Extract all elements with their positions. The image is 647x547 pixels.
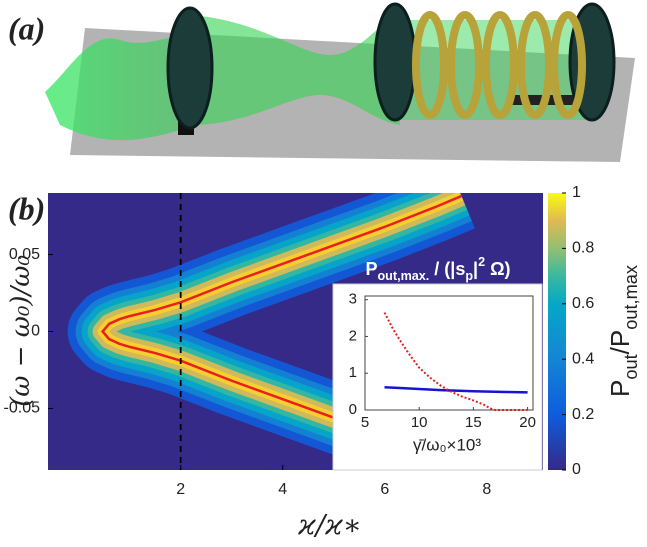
colorbar-tick-label: 0.6 <box>572 295 594 312</box>
inset-y-tick-label: 3 <box>349 291 357 308</box>
inset-title-part: P <box>365 259 377 279</box>
colorbar-tick-label: 0.8 <box>572 240 594 257</box>
panel-label: (a) <box>8 10 45 46</box>
inset-y-tick-label: 1 <box>349 364 357 381</box>
x-tick-label: 6 <box>380 481 389 498</box>
inset-x-tick-label: 10 <box>411 414 428 431</box>
inset-title: Pout,max. / (|sp|2 Ω) <box>365 255 510 283</box>
inset-title-part: Ω) <box>485 259 510 279</box>
inset-axes <box>364 295 534 411</box>
colorbar-label-part: P <box>605 380 635 397</box>
colorbar-label: Pout/Pout,max <box>605 265 641 397</box>
colorbar-tick-label: 0 <box>572 461 581 478</box>
cavity-illustration <box>45 2 635 162</box>
colorbar-label-part: out,max <box>621 265 641 330</box>
inset-x-tick-label: 20 <box>519 414 536 431</box>
inset-x-tick-label: 15 <box>465 414 482 431</box>
x-tick-label: 2 <box>176 481 185 498</box>
inset-y-tick-label: 0 <box>349 401 357 418</box>
cavity-beam <box>190 15 400 125</box>
inset-x-axis-label: γ̄/ω₀×10³ <box>413 435 481 454</box>
colorbar-label-part: /P <box>605 330 635 355</box>
mirror <box>166 6 214 130</box>
mirror <box>373 2 417 122</box>
inset-x-tick-label: 5 <box>361 414 369 431</box>
x-axis-label: ϰ/ϰ∗ <box>297 509 361 542</box>
inset-title-part: out,max. <box>377 269 429 283</box>
colorbar-tick-label: 0.2 <box>572 406 594 423</box>
spring <box>412 11 586 119</box>
input-beam <box>45 37 195 141</box>
colorbar-tick-label: 1 <box>572 184 581 201</box>
y-tick-label: 0 <box>31 323 40 340</box>
panel-label: (b) <box>8 190 45 226</box>
resonance-curve <box>100 194 462 469</box>
inset-title-part: / (|s <box>429 259 465 279</box>
colorbar-tick-label: 0.4 <box>572 350 594 367</box>
inset-title-part: p <box>465 269 473 283</box>
inset-line <box>383 312 528 411</box>
inset-title-part: | <box>473 259 478 279</box>
colorbar-label-part: out <box>621 354 641 379</box>
inset-y-tick-label: 2 <box>349 327 357 344</box>
inset-line <box>384 385 528 394</box>
x-tick-label: 8 <box>482 481 491 498</box>
y-tick-label: 0.05 <box>9 246 40 263</box>
inset-frame <box>332 283 543 471</box>
heatmap-plot <box>67 193 475 470</box>
y-tick-label: -0.05 <box>4 400 41 417</box>
y-axis-label: (ω − ω₀)/ω₀ <box>6 255 36 407</box>
colorbar <box>548 193 566 470</box>
inset-title-part: 2 <box>478 255 485 269</box>
x-tick-label: 4 <box>278 481 287 498</box>
